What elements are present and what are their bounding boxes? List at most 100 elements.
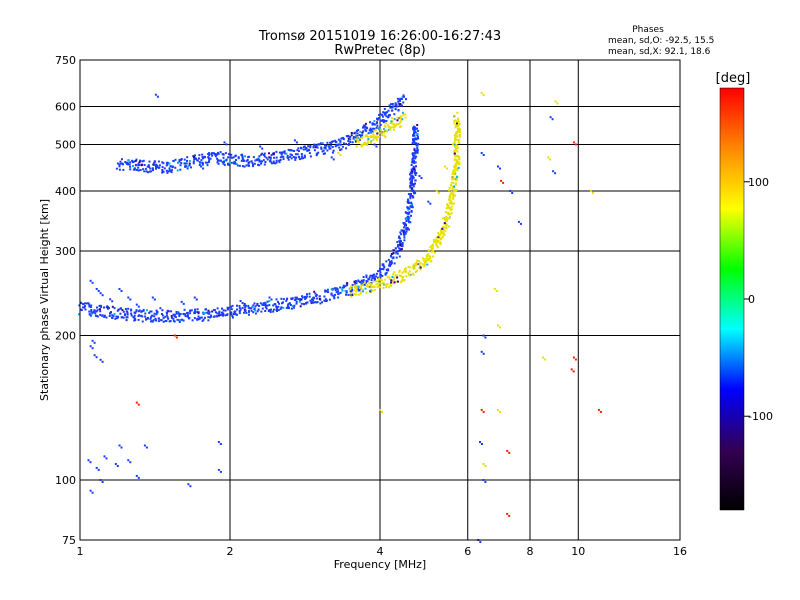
trace-point (189, 309, 192, 312)
trace-point (122, 310, 125, 313)
trace-point (345, 135, 348, 138)
trace-point (416, 146, 419, 149)
trace-point (380, 129, 383, 132)
trace-point (269, 157, 272, 160)
trace-point (381, 114, 384, 116)
trace-point (411, 167, 414, 170)
trace-point (265, 307, 268, 310)
trace-point (411, 190, 414, 193)
point-O (259, 145, 262, 148)
trace-point (196, 311, 199, 313)
trace-point (455, 175, 458, 178)
trace-point (150, 170, 153, 173)
trace-point (360, 284, 363, 287)
trace-point (410, 172, 413, 175)
trace-point (410, 175, 413, 177)
trace-point (409, 182, 412, 185)
trace-point (314, 146, 317, 149)
trace-point (154, 317, 157, 320)
trace-point (416, 148, 419, 151)
trace-point (300, 298, 303, 301)
trace-point (167, 170, 170, 173)
trace-point (411, 152, 414, 155)
trace-point (303, 154, 306, 157)
trace-point (386, 111, 389, 114)
trace-point (226, 306, 229, 309)
point-O (497, 165, 499, 168)
trace-point (413, 132, 415, 134)
point-X (482, 94, 485, 97)
phase-info-x: mean, sd,X: 92.1, 18.6 (608, 47, 711, 57)
trace-point (312, 299, 315, 302)
trace-point (241, 156, 244, 159)
trace-point (324, 146, 327, 149)
point-O (153, 298, 156, 301)
trace-point (361, 131, 364, 134)
trace-point (384, 283, 387, 286)
trace-point (329, 144, 332, 147)
trace-point (170, 310, 173, 313)
trace-point (337, 138, 340, 141)
trace-point (394, 274, 397, 277)
trace-point (261, 303, 264, 306)
point-O (129, 461, 132, 464)
point-red (173, 334, 176, 337)
trace-point (155, 319, 157, 322)
trace-point (371, 122, 374, 125)
trace-point (170, 171, 173, 174)
trace-point (238, 307, 241, 310)
trace-point (408, 228, 410, 231)
trace-point (369, 289, 372, 292)
trace-point (399, 240, 402, 243)
trace-point (121, 158, 123, 161)
point-O (93, 341, 96, 344)
trace-point (113, 307, 116, 310)
point-O (114, 463, 117, 465)
trace-point (405, 270, 408, 273)
trace-point (403, 239, 406, 242)
trace-point (321, 301, 323, 304)
trace-point (409, 180, 412, 183)
trace-point (279, 156, 282, 159)
trace-point (395, 103, 398, 106)
trace-point (397, 123, 400, 126)
trace-point (445, 222, 448, 225)
trace-point (381, 134, 384, 136)
trace-point (202, 156, 205, 159)
trace-point (365, 274, 368, 277)
y-tick-label: 75 (62, 534, 76, 547)
trace-point (268, 152, 270, 155)
trace-point (126, 310, 129, 313)
trace-point (278, 159, 281, 162)
point-O (482, 479, 485, 481)
trace-point (391, 276, 394, 278)
trace-point (335, 291, 338, 294)
trace-point (326, 149, 329, 152)
trace-point (248, 155, 251, 158)
trace-point (243, 311, 245, 314)
point-O (101, 294, 104, 297)
trace-point (405, 275, 408, 278)
trace-point (443, 233, 446, 236)
trace-point (372, 285, 374, 288)
point-O (156, 95, 159, 98)
trace-point (448, 198, 450, 201)
trace-point (419, 261, 422, 264)
point-O (219, 443, 222, 445)
trace-point (444, 216, 447, 219)
point-O (202, 167, 205, 170)
trace-point (301, 295, 304, 298)
trace-point (131, 159, 134, 162)
trace-point (412, 133, 415, 136)
trace-point (287, 303, 290, 306)
trace-point (332, 140, 335, 143)
trace-point (278, 151, 281, 154)
trace-point (390, 261, 393, 264)
trace-point (304, 148, 307, 151)
point-O (137, 305, 140, 308)
trace-point (382, 111, 385, 114)
point-O (429, 202, 432, 205)
trace-point (385, 119, 388, 122)
trace-point (411, 160, 414, 162)
